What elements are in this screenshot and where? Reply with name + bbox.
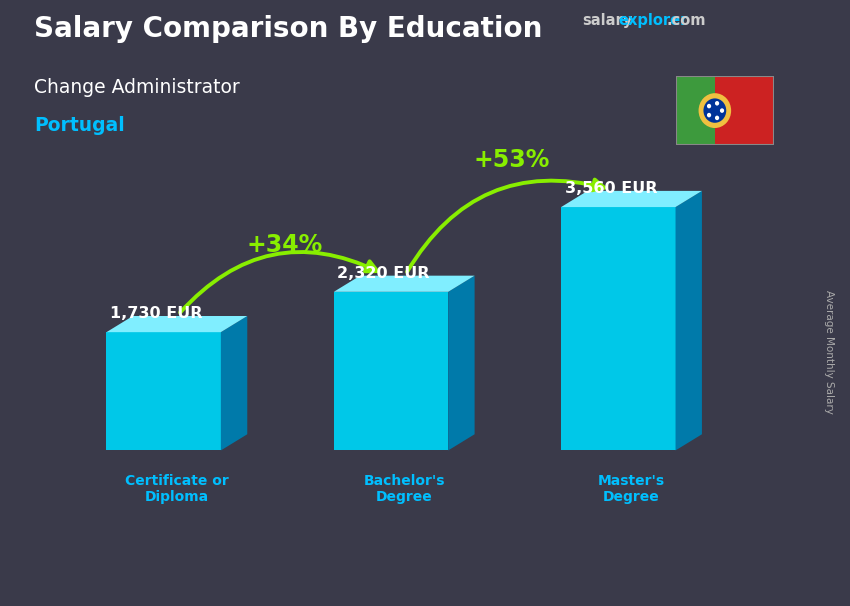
Circle shape xyxy=(699,93,731,128)
Bar xyxy=(715,76,774,145)
Text: explorer: explorer xyxy=(619,13,688,28)
Text: Portugal: Portugal xyxy=(34,116,125,135)
FancyArrowPatch shape xyxy=(407,179,604,272)
Text: 3,560 EUR: 3,560 EUR xyxy=(564,181,657,196)
Polygon shape xyxy=(334,276,474,292)
Polygon shape xyxy=(561,191,702,207)
Polygon shape xyxy=(561,207,676,450)
Text: 2,320 EUR: 2,320 EUR xyxy=(337,265,430,281)
Circle shape xyxy=(715,101,719,105)
Text: Master's
Degree: Master's Degree xyxy=(598,474,665,504)
Text: .com: .com xyxy=(666,13,705,28)
Text: Salary Comparison By Education: Salary Comparison By Education xyxy=(34,15,542,43)
Polygon shape xyxy=(106,332,221,450)
Text: Change Administrator: Change Administrator xyxy=(34,78,240,96)
Polygon shape xyxy=(221,316,247,450)
Circle shape xyxy=(707,104,711,108)
Polygon shape xyxy=(448,276,474,450)
Text: 1,730 EUR: 1,730 EUR xyxy=(110,306,202,321)
Text: Bachelor's
Degree: Bachelor's Degree xyxy=(364,474,445,504)
Circle shape xyxy=(704,98,726,123)
Text: Average Monthly Salary: Average Monthly Salary xyxy=(824,290,834,413)
Text: +53%: +53% xyxy=(473,148,550,172)
Circle shape xyxy=(707,113,711,118)
Polygon shape xyxy=(334,292,448,450)
Circle shape xyxy=(720,108,724,113)
Polygon shape xyxy=(106,316,247,332)
Circle shape xyxy=(715,116,719,120)
Polygon shape xyxy=(676,191,702,450)
FancyArrowPatch shape xyxy=(180,252,377,313)
Text: Certificate or
Diploma: Certificate or Diploma xyxy=(125,474,229,504)
Text: salary: salary xyxy=(582,13,632,28)
Text: +34%: +34% xyxy=(246,233,323,257)
Bar xyxy=(676,76,715,145)
